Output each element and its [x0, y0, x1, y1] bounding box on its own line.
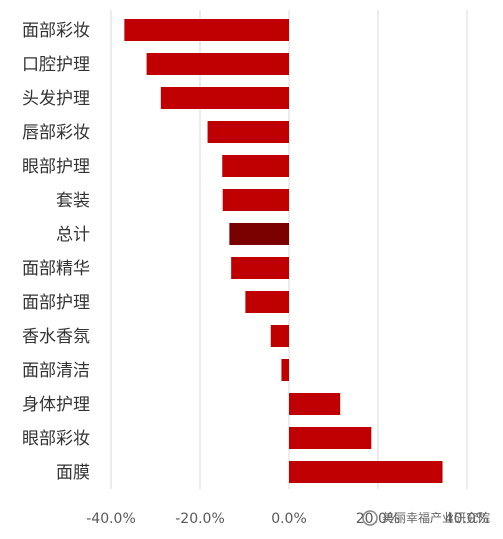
- x-tick-label: 40.0%: [445, 511, 489, 527]
- bar: [160, 87, 289, 109]
- category-label: 唇部彩妆: [22, 123, 90, 143]
- watermark-logo-icon: [362, 510, 378, 526]
- category-label: 面膜: [56, 463, 90, 483]
- category-label: 头发护理: [22, 89, 90, 109]
- category-label: 眼部彩妆: [22, 429, 90, 449]
- category-label: 面部清洁: [22, 361, 90, 381]
- bar: [124, 19, 289, 41]
- category-label: 面部精华: [22, 259, 90, 279]
- x-tick-label: -20.0%: [175, 511, 225, 527]
- category-label: 眼部护理: [22, 157, 90, 177]
- category-label: 口腔护理: [22, 55, 90, 75]
- bar: [146, 53, 289, 75]
- watermark: 美丽幸福产业研究院: [362, 510, 490, 526]
- bar: [289, 461, 443, 483]
- x-tick-label: 0.0%: [271, 511, 307, 527]
- x-tick-label: 20.0%: [356, 511, 400, 527]
- bar: [207, 121, 289, 143]
- x-tick-labels: -40.0% -20.0% 0.0% 20.0% 40.0%: [86, 511, 489, 527]
- category-label: 套装: [56, 191, 90, 211]
- bar: [222, 155, 289, 177]
- bar: [245, 291, 289, 313]
- bar: [229, 223, 289, 245]
- watermark-text: 美丽幸福产业研究院: [382, 510, 490, 525]
- category-label: 总计: [56, 225, 90, 245]
- bar: [270, 325, 289, 347]
- bar: [289, 393, 341, 415]
- bar: [281, 359, 289, 381]
- bars: [124, 19, 443, 483]
- category-label: 身体护理: [22, 395, 90, 415]
- category-label: 香水香氛: [22, 327, 90, 347]
- bar: [231, 257, 289, 279]
- x-tick-label: -40.0%: [86, 511, 136, 527]
- category-label: 面部护理: [22, 293, 90, 313]
- bar: [289, 427, 372, 449]
- category-label: 面部彩妆: [22, 21, 90, 41]
- gridlines: [110, 10, 468, 489]
- bar: [222, 189, 289, 211]
- category-labels: 面部彩妆口腔护理头发护理唇部彩妆眼部护理套装总计面部精华面部护理香水香氛面部清洁…: [22, 21, 90, 483]
